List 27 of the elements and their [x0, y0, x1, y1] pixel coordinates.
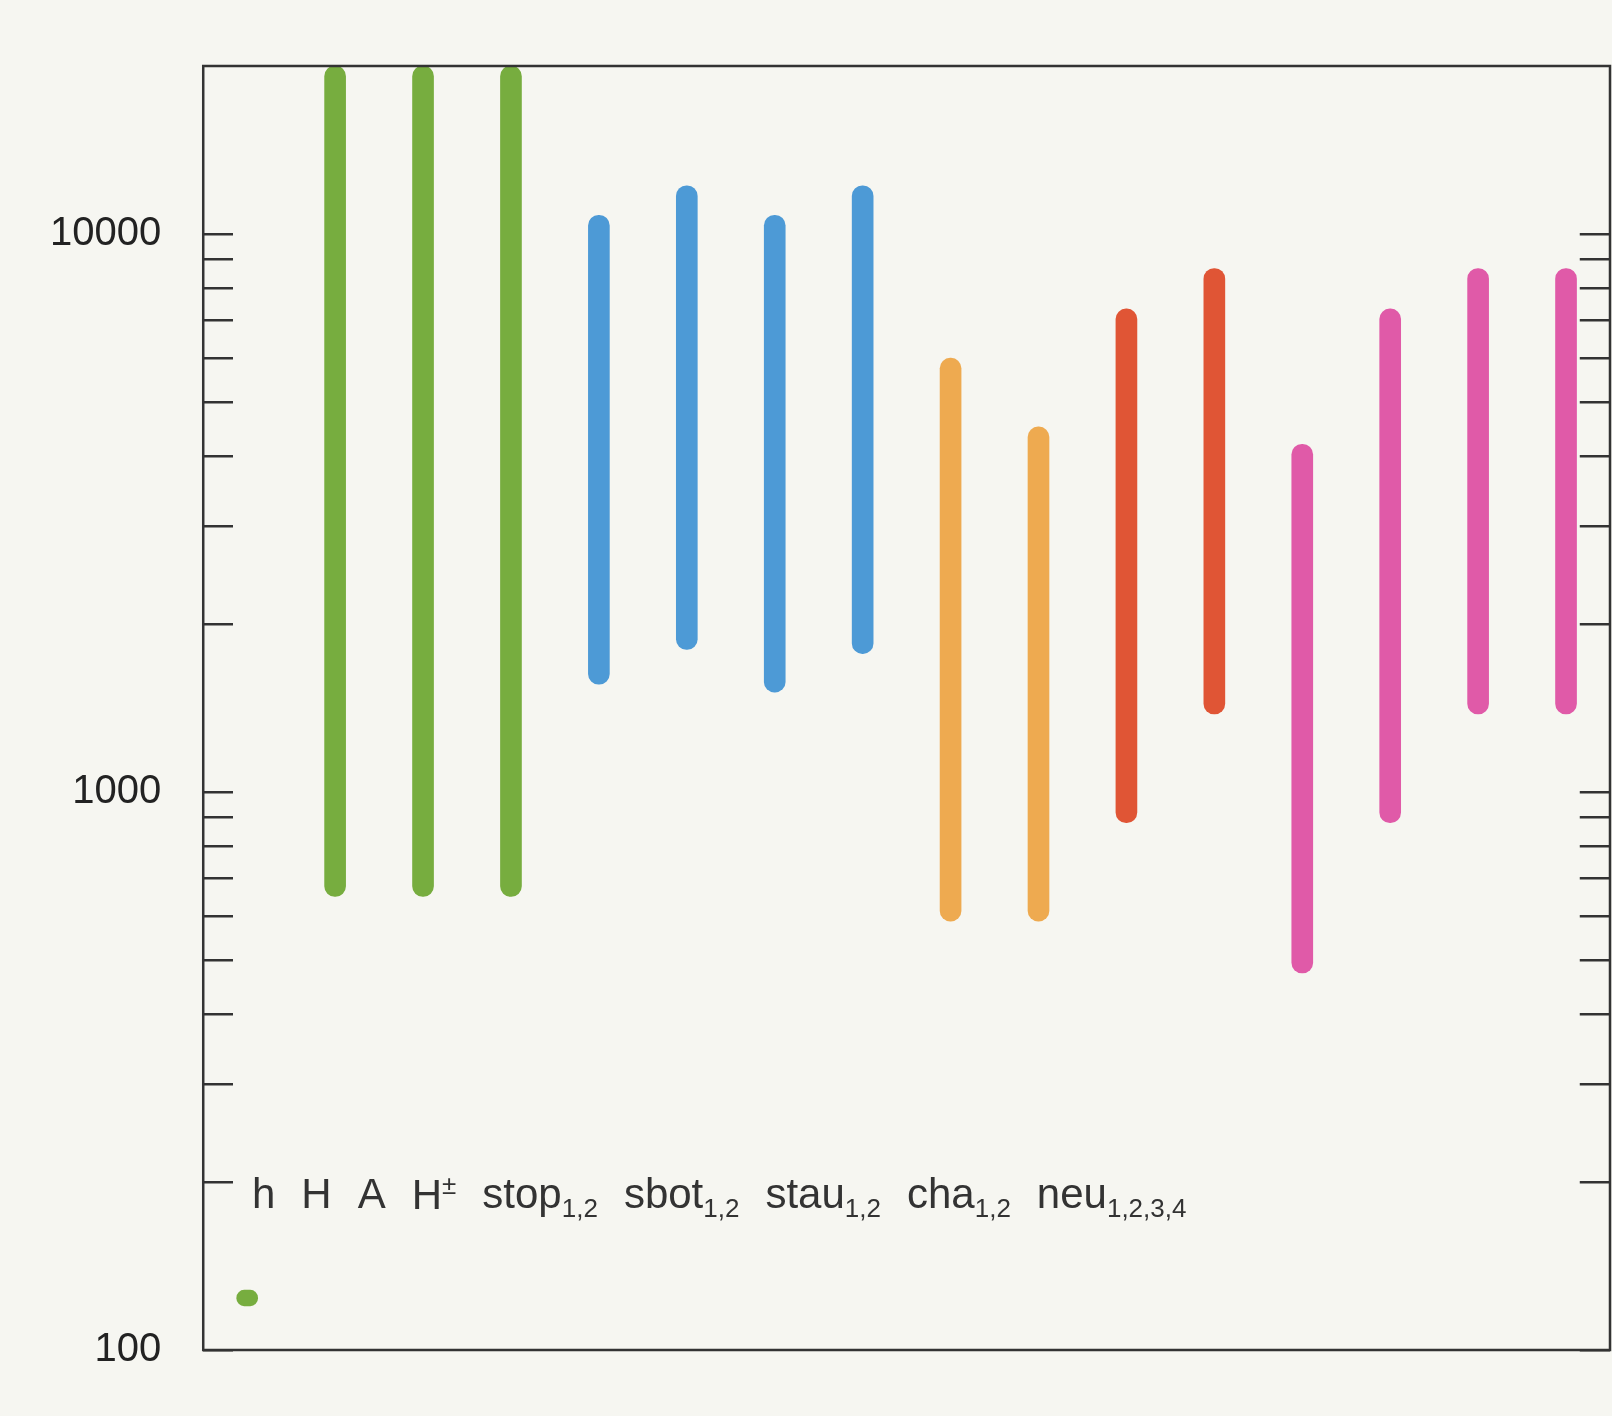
bar — [1115, 308, 1138, 824]
bar — [500, 66, 522, 897]
annotation: h — [252, 1170, 276, 1219]
y-tick-label: 100 — [94, 1325, 162, 1370]
bar — [851, 185, 874, 654]
bar — [324, 66, 346, 897]
annotation: H$^{±}$ — [411, 1170, 457, 1220]
annotation: cha$_{1,2}$ — [906, 1170, 1011, 1225]
y-tick-label: 10000 — [50, 209, 162, 254]
bar — [1291, 443, 1314, 974]
annotation: stop$_{1,2}$ — [482, 1170, 598, 1225]
bar — [412, 66, 434, 897]
annotation: sbot$_{1,2}$ — [623, 1170, 740, 1225]
annotation: neu$_{1,2,3,4}$ — [1036, 1170, 1187, 1225]
bar — [1203, 268, 1226, 715]
bar — [1467, 268, 1489, 715]
annotation: A — [357, 1170, 386, 1219]
bar — [1027, 426, 1050, 922]
bar — [675, 185, 698, 650]
y-tick-label: 1000 — [72, 767, 162, 812]
annotation: H — [301, 1170, 332, 1219]
bar — [1555, 268, 1577, 715]
bar — [939, 357, 962, 922]
bar — [588, 215, 610, 685]
annotation: stau$_{1,2}$ — [765, 1170, 881, 1225]
bar — [763, 215, 786, 693]
bar — [1379, 308, 1402, 824]
